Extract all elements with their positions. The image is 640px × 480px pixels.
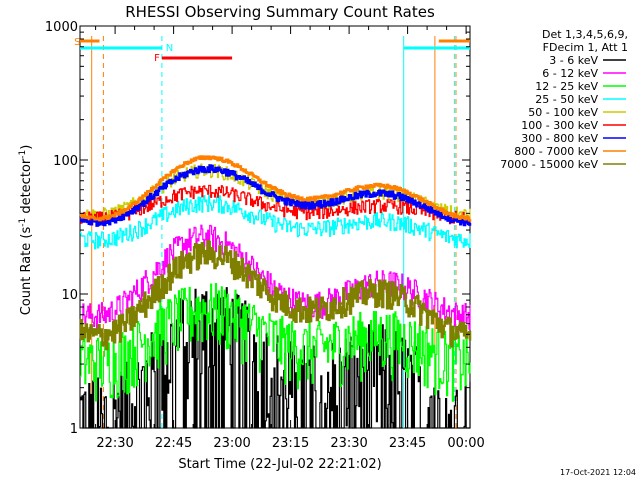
x-tick-label: 23:00 — [213, 436, 250, 451]
series-line-7 — [79, 155, 472, 222]
legend-entry-label: 6 - 12 keV — [542, 67, 598, 80]
x-tick-label: 22:45 — [155, 436, 192, 451]
legend-entry-label: 12 - 25 keV — [535, 80, 598, 93]
flare-flag-label: F — [154, 53, 160, 64]
series-line-3 — [80, 194, 471, 250]
legend-entry-label: 25 - 50 keV — [535, 93, 598, 106]
saa-flag-label: S — [74, 37, 80, 48]
series-line-2 — [80, 283, 471, 402]
legend-entry-label: 300 - 800 keV — [521, 132, 598, 145]
series-line-6 — [79, 164, 472, 227]
series-line-8 — [79, 239, 472, 351]
x-tick-label: 00:00 — [447, 436, 484, 451]
x-axis-label: Start Time (22-Jul-02 22:21:02) — [178, 457, 381, 472]
y-tick-label: 1 — [70, 422, 78, 437]
legend: Det 1,3,4,5,6,9,FDecim 1, Att 13 - 6 keV… — [500, 28, 628, 171]
footer-date: 17-Oct-2021 12:04 — [560, 468, 636, 477]
x-tick-label: 23:30 — [330, 436, 367, 451]
y-tick-label: 100 — [53, 154, 78, 169]
x-tick-label: 23:45 — [389, 436, 426, 451]
x-tick-label: 23:15 — [272, 436, 309, 451]
y-axis-label: Count Rate (s-1 detector-1) — [18, 145, 34, 316]
y-axis: 1 10 100 1000 — [45, 20, 470, 437]
chart-title: RHESSI Observing Summary Count Rates — [125, 3, 435, 21]
legend-entry-label: 800 - 7000 keV — [514, 145, 598, 158]
legend-entry-label: 100 - 300 keV — [521, 119, 598, 132]
x-tick-label: 22:30 — [96, 436, 133, 451]
night-flag-label: N — [166, 43, 173, 54]
legend-entry-label: 3 - 6 keV — [549, 54, 598, 67]
y-tick-label: 1000 — [45, 20, 78, 35]
y-tick-label: 10 — [61, 288, 78, 303]
legend-entry-label: 7000 - 15000 keV — [500, 158, 598, 171]
plot-area: S NF — [74, 25, 472, 429]
legend-header-line: Det 1,3,4,5,6,9, — [542, 28, 628, 41]
x-axis: 22:30 22:45 23:00 23:15 23:30 23:45 00:00 — [95, 26, 485, 451]
legend-header-line: FDecim 1, Att 1 — [543, 41, 628, 54]
legend-entry-label: 50 - 100 keV — [528, 106, 598, 119]
